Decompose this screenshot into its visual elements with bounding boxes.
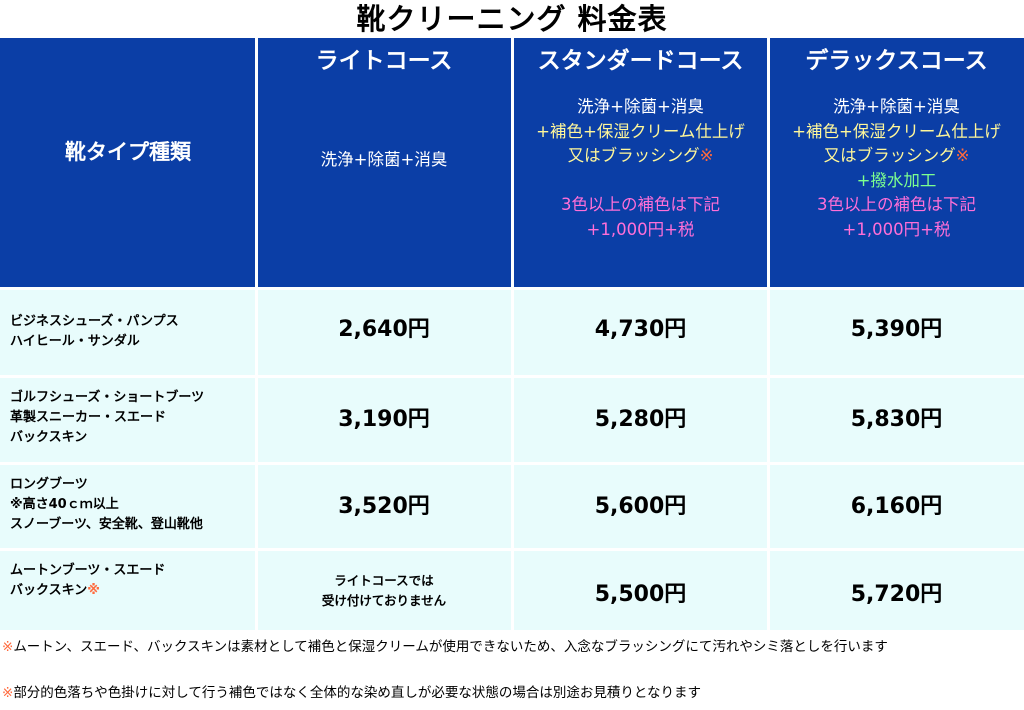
text-segment: +補色+保湿クリーム仕上げ (536, 121, 745, 141)
text-segment: 3色以上の補色は下記 (561, 195, 720, 215)
shoe-type-label: ロングブーツ ※高さ40ｃｍ以上スノーブーツ、安全靴、登山靴他 (10, 475, 203, 535)
text-segment: ※ (2, 639, 14, 655)
text-line: 洗浄+除菌+消臭 (256, 148, 512, 173)
course-name-light: ライトコース (315, 48, 453, 74)
text-segment: 洗浄+除菌+消臭 (577, 97, 704, 116)
row-divider (0, 462, 1024, 465)
text-segment: 部分的色落ちや色掛けに対して行う補色ではなく全体的な染め直しが必要な状態の場合は… (13, 685, 702, 701)
text-segment: ハイヒール・サンダル (10, 334, 140, 349)
text-line: ライトコースでは (334, 573, 434, 588)
text-segment: ※ (2, 685, 14, 701)
price-table: 靴タイプ種類 ライトコース 洗浄+除菌+消臭 スタンダードコース 洗浄+除菌+消… (0, 38, 1024, 630)
price-light: 3,190円 (338, 407, 430, 432)
text-line: バックスキン※ (10, 581, 165, 601)
row-divider (0, 548, 1024, 551)
text-segment: ロングブーツ (10, 477, 88, 492)
table-row: ムートンブーツ・スエード バックスキン※ ライトコースでは 受け付けておりません 5… (0, 549, 1024, 630)
course-name-standard: スタンダードコース (537, 48, 744, 74)
header-deluxe-course: デラックスコース 洗浄+除菌+消臭 +補色+保湿クリーム仕上げ 又はブラッシング※ +… (769, 38, 1024, 288)
text-segment: ムートンブーツ・スエード (10, 563, 166, 578)
text-segment: +1,000円+税 (842, 219, 951, 239)
text-segment: ※ (955, 146, 970, 166)
footnote-1: ※ムートン、スエード、バックスキンは素材として補色と保湿クリームが使用できないた… (2, 638, 1022, 657)
text-segment: バックスキン (10, 430, 88, 445)
text-segment: ゴルフシューズ・ショートブーツ (10, 390, 205, 405)
price-light: 3,520円 (338, 494, 430, 519)
course-desc-deluxe: 洗浄+除菌+消臭 +補色+保湿クリーム仕上げ 又はブラッシング※ +撥水加工 3色以上の… (769, 95, 1024, 243)
shoe-type-label: ゴルフシューズ・ショートブーツ 革製スニーカー・スエード バックスキン (10, 388, 204, 448)
row-divider (0, 375, 1024, 378)
text-line: 3色以上の補色は下記 (769, 193, 1024, 218)
text-line: +補色+保湿クリーム仕上げ (769, 120, 1024, 145)
shoe-type-label: ムートンブーツ・スエード バックスキン※ (10, 561, 165, 601)
text-segment: ※高さ40ｃｍ以上 (10, 497, 119, 512)
text-line: ロングブーツ (10, 475, 203, 495)
course-desc-standard: 洗浄+除菌+消臭 +補色+保湿クリーム仕上げ又はブラッシング※ 3色以上の補色は下… (512, 95, 769, 243)
text-line: +1,000円+税 (769, 218, 1024, 243)
text-line: +補色+保湿クリーム仕上げ (512, 120, 769, 145)
header-standard-course: スタンダードコース 洗浄+除菌+消臭 +補色+保湿クリーム仕上げ又はブラッシング※… (512, 38, 769, 288)
text-line: 洗浄+除菌+消臭 (512, 95, 769, 120)
text-segment: 革製スニーカー・スエード (10, 410, 167, 425)
page-title: 靴クリーニング 料金表 (356, 2, 668, 36)
text-segment: +1,000円+税 (586, 219, 695, 239)
light-unavailable-text: ライトコースでは 受け付けておりません (256, 571, 512, 611)
text-line: ハイヒール・サンダル (10, 332, 179, 352)
footnote-2: ※部分的色落ちや色掛けに対して行う補色ではなく全体的な染め直しが必要な状態の場合… (2, 684, 1022, 703)
text-line: ビジネスシューズ・パンプス (10, 312, 179, 332)
text-line: 又はブラッシング※ (512, 144, 769, 169)
price-standard: 4,730円 (594, 317, 687, 342)
text-line: 洗浄+除菌+消臭 (769, 95, 1024, 120)
text-segment: 洗浄+除菌+消臭 (833, 97, 960, 116)
text-segment: ※ (699, 146, 714, 166)
table-row: ゴルフシューズ・ショートブーツ 革製スニーカー・スエード バックスキン 3,190円… (0, 376, 1024, 463)
column-divider (255, 38, 258, 630)
text-line: +撥水加工 (769, 169, 1024, 194)
text-segment: バックスキン (10, 583, 88, 598)
text-line: 3色以上の補色は下記 (512, 193, 769, 218)
text-line: スノーブーツ、安全靴、登山靴他 (10, 515, 203, 535)
text-segment: スノーブーツ、安全靴、登山靴他 (10, 517, 203, 532)
text-line: ※高さ40ｃｍ以上 (10, 495, 203, 515)
price-standard: 5,600円 (594, 494, 687, 519)
header-light-course: ライトコース 洗浄+除菌+消臭 (256, 38, 512, 288)
price-standard: 5,500円 (594, 582, 687, 607)
text-segment: 3色以上の補色は下記 (817, 195, 976, 215)
column-divider (511, 38, 514, 630)
text-segment: 洗浄+除菌+消臭 (320, 150, 448, 169)
text-line: +1,000円+税 (512, 218, 769, 243)
text-segment: ビジネスシューズ・パンプス (10, 314, 179, 329)
course-name-deluxe: デラックスコース (805, 48, 988, 74)
price-deluxe: 5,720円 (850, 582, 943, 607)
text-segment: +撥水加工 (856, 170, 937, 190)
table-row: ビジネスシューズ・パンプス ハイヒール・サンダル 2,640円 4,730円 5,… (0, 288, 1024, 376)
table-row: ロングブーツ ※高さ40ｃｍ以上スノーブーツ、安全靴、登山靴他 3,520円 5,… (0, 463, 1024, 549)
price-deluxe: 5,830円 (850, 407, 943, 432)
text-line: ゴルフシューズ・ショートブーツ (10, 388, 204, 408)
text-segment: ムートン、スエード、バックスキンは素材として補色と保湿クリームが使用できないため… (13, 639, 888, 655)
price-standard: 5,280円 (594, 407, 687, 432)
price-light: 2,640円 (338, 317, 430, 342)
text-line: 革製スニーカー・スエード (10, 408, 204, 428)
text-line (512, 169, 769, 194)
header-type-cell: 靴タイプ種類 (0, 38, 256, 288)
course-desc-light: 洗浄+除菌+消臭 (256, 148, 512, 173)
text-line: ムートンブーツ・スエード (10, 561, 165, 581)
text-line: 受け付けておりません (321, 593, 447, 608)
column-divider (767, 38, 770, 630)
text-segment: ※ (87, 583, 100, 598)
shoe-type-label: ビジネスシューズ・パンプス ハイヒール・サンダル (10, 312, 179, 352)
row-divider (0, 287, 1024, 290)
text-line: バックスキン (10, 428, 204, 448)
text-segment: 又はブラッシング (567, 146, 700, 166)
text-segment: +補色+保湿クリーム仕上げ (792, 121, 1001, 141)
text-line: 又はブラッシング※ (769, 144, 1024, 169)
price-deluxe: 5,390円 (850, 317, 943, 342)
text-segment: 又はブラッシング (823, 146, 956, 166)
header-type-label: 靴タイプ種類 (65, 140, 191, 164)
price-deluxe: 6,160円 (850, 494, 943, 519)
